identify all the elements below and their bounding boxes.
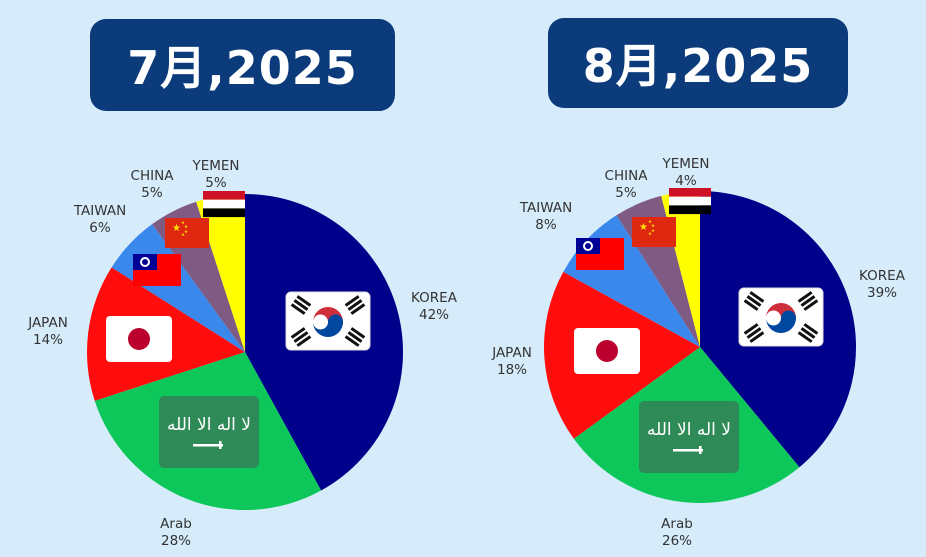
svg-text:★: ★ [181, 220, 185, 226]
svg-text:★: ★ [648, 231, 652, 237]
svg-text:★: ★ [181, 232, 185, 238]
slice-label-taiwan: TAIWAN [519, 200, 572, 216]
slice-value-china: 5% [141, 185, 163, 201]
flag-japan-icon [106, 316, 172, 362]
slice-value-china: 5% [615, 185, 637, 201]
flag-china-icon: ★ ★★★★ [165, 218, 209, 248]
slice-label-japan: JAPAN [491, 345, 532, 361]
flag-yemen-icon [669, 188, 711, 215]
slice-label-yemen: YEMEN [661, 156, 709, 172]
flag-taiwan-icon [576, 238, 624, 270]
slice-value-korea: 39% [867, 285, 897, 301]
flag-china-icon: ★ ★★★★ [632, 217, 676, 247]
svg-text:★: ★ [651, 228, 655, 234]
svg-text:★: ★ [651, 223, 655, 229]
slice-value-yemen: 5% [205, 175, 227, 191]
flag-japan-icon [574, 328, 640, 374]
svg-text:★: ★ [184, 224, 188, 230]
svg-text:★: ★ [172, 223, 181, 234]
slice-value-japan: 18% [497, 362, 527, 378]
slice-label-korea: KOREA [859, 268, 906, 284]
slice-value-arab: 28% [161, 533, 191, 549]
svg-text:★: ★ [184, 229, 188, 235]
slice-label-yemen: YEMEN [191, 158, 239, 174]
slice-value-taiwan: 8% [535, 217, 557, 233]
flag-saudi-icon: لا اله الا الله [159, 396, 259, 468]
svg-text:★: ★ [639, 222, 648, 233]
slice-value-japan: 14% [33, 332, 63, 348]
slice-value-taiwan: 6% [89, 220, 111, 236]
slice-value-korea: 42% [419, 307, 449, 323]
svg-text:★: ★ [648, 219, 652, 225]
flag-korea-icon [285, 291, 371, 351]
flag-korea-icon [738, 287, 824, 347]
slice-label-arab: Arab [160, 516, 192, 532]
slice-value-arab: 26% [662, 533, 692, 549]
slice-label-china: CHINA [131, 168, 175, 184]
chart-title-july: 7月,2025 [90, 19, 395, 111]
flag-saudi-icon: لا اله الا الله [639, 401, 739, 473]
slice-value-yemen: 4% [675, 173, 697, 189]
slice-label-japan: JAPAN [27, 315, 68, 331]
slice-label-taiwan: TAIWAN [73, 203, 126, 219]
svg-text:لا اله الا الله: لا اله الا الله [167, 415, 251, 435]
svg-text:لا اله الا الله: لا اله الا الله [647, 420, 731, 440]
flag-yemen-icon [203, 191, 245, 218]
chart-title-august: 8月,2025 [548, 18, 848, 108]
flag-taiwan-icon [133, 254, 181, 286]
slice-label-china: CHINA [605, 168, 649, 184]
slice-label-arab: Arab [661, 516, 693, 532]
slice-label-korea: KOREA [411, 290, 458, 306]
